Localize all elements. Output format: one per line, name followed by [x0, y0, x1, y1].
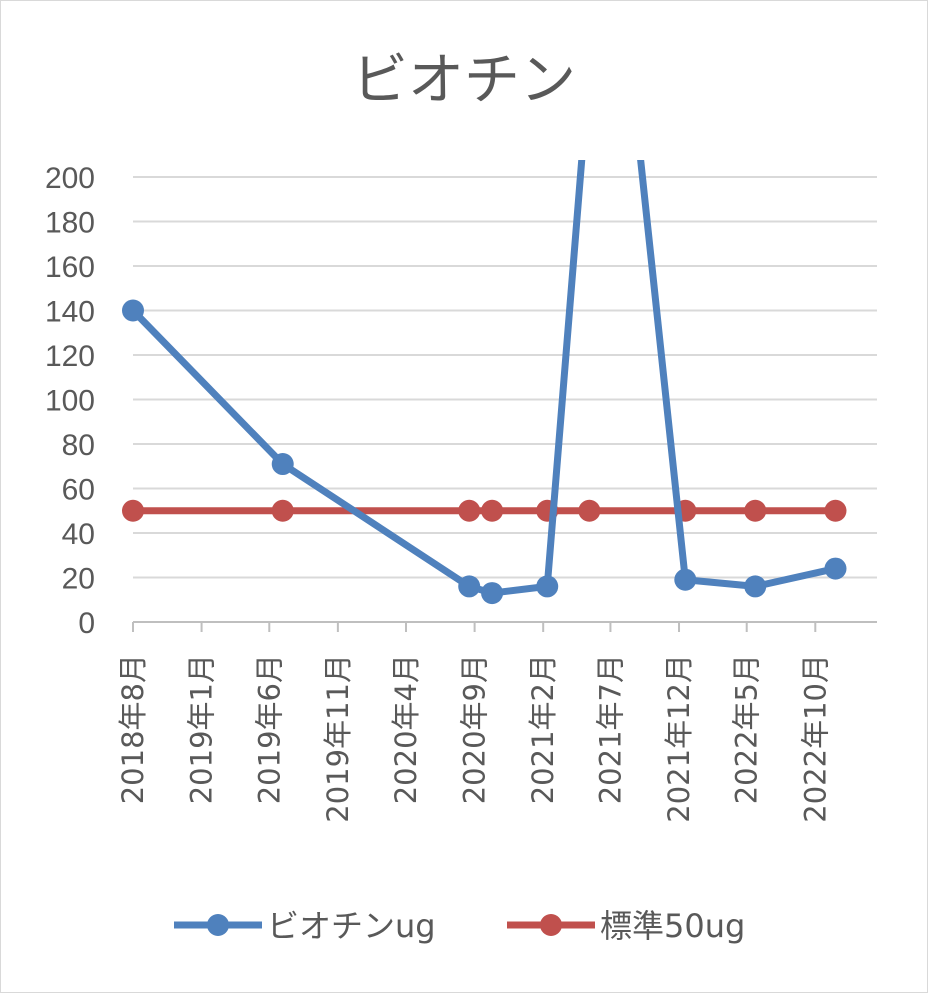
data-point [674, 568, 697, 591]
y-tick-label: 20 [62, 563, 95, 596]
x-tick-label: 2020年4月 [389, 654, 423, 804]
x-tick-label: 2020年9月 [458, 654, 492, 804]
data-point [458, 575, 481, 598]
data-point [458, 499, 481, 522]
x-tick-label: 2021年7月 [593, 654, 627, 804]
data-point [271, 499, 294, 522]
x-tick-label: 2021年2月 [526, 654, 560, 804]
y-tick-label: 0 [78, 607, 95, 640]
y-tick-label: 80 [62, 429, 95, 462]
y-tick-label: 60 [62, 474, 95, 507]
legend-label: 標準50ug [600, 907, 745, 945]
y-tick-label: 120 [45, 340, 95, 373]
data-point [536, 575, 559, 598]
series-biotin [122, 160, 847, 605]
legend-marker [540, 914, 562, 936]
series-group [122, 160, 847, 605]
series-standard [122, 499, 847, 522]
x-tick-label: 2022年5月 [730, 654, 764, 804]
legend-marker [207, 914, 229, 936]
x-tick-label: 2021年12月 [662, 654, 696, 823]
data-point [824, 557, 847, 580]
x-tick-label: 2019年11月 [321, 654, 355, 823]
chart-title: ビオチン [352, 48, 576, 111]
x-tick-label: 2022年10月 [798, 654, 832, 823]
data-point [122, 499, 144, 522]
x-tick-label: 2019年6月 [252, 654, 286, 804]
y-tick-label: 200 [45, 162, 95, 195]
x-tick-label: 2018年8月 [116, 654, 150, 804]
y-tick-label: 140 [45, 296, 95, 329]
legend: ビオチンug 標準50ug [174, 907, 745, 945]
y-tick-label: 180 [45, 207, 95, 240]
data-point [481, 582, 504, 605]
data-point [122, 299, 144, 322]
y-tick-label: 40 [62, 518, 95, 551]
data-point [744, 575, 767, 598]
series-line [129, 160, 839, 597]
y-axis-ticks: 0 20 40 60 80 100 120 140 160 180 200 [45, 162, 95, 640]
y-tick-label: 160 [45, 251, 95, 284]
data-point [578, 499, 601, 522]
data-point [271, 453, 294, 476]
y-tick-label: 100 [45, 385, 95, 418]
x-axis: 2018年8月 2019年1月 2019年6月 2019年11月 2020年4月 2020… [116, 622, 832, 823]
data-point [744, 499, 767, 522]
data-point [824, 499, 847, 522]
legend-label: ビオチンug [267, 907, 436, 945]
gridlines [133, 176, 877, 623]
data-point [481, 499, 504, 522]
x-tick-label: 2019年1月 [185, 654, 219, 804]
